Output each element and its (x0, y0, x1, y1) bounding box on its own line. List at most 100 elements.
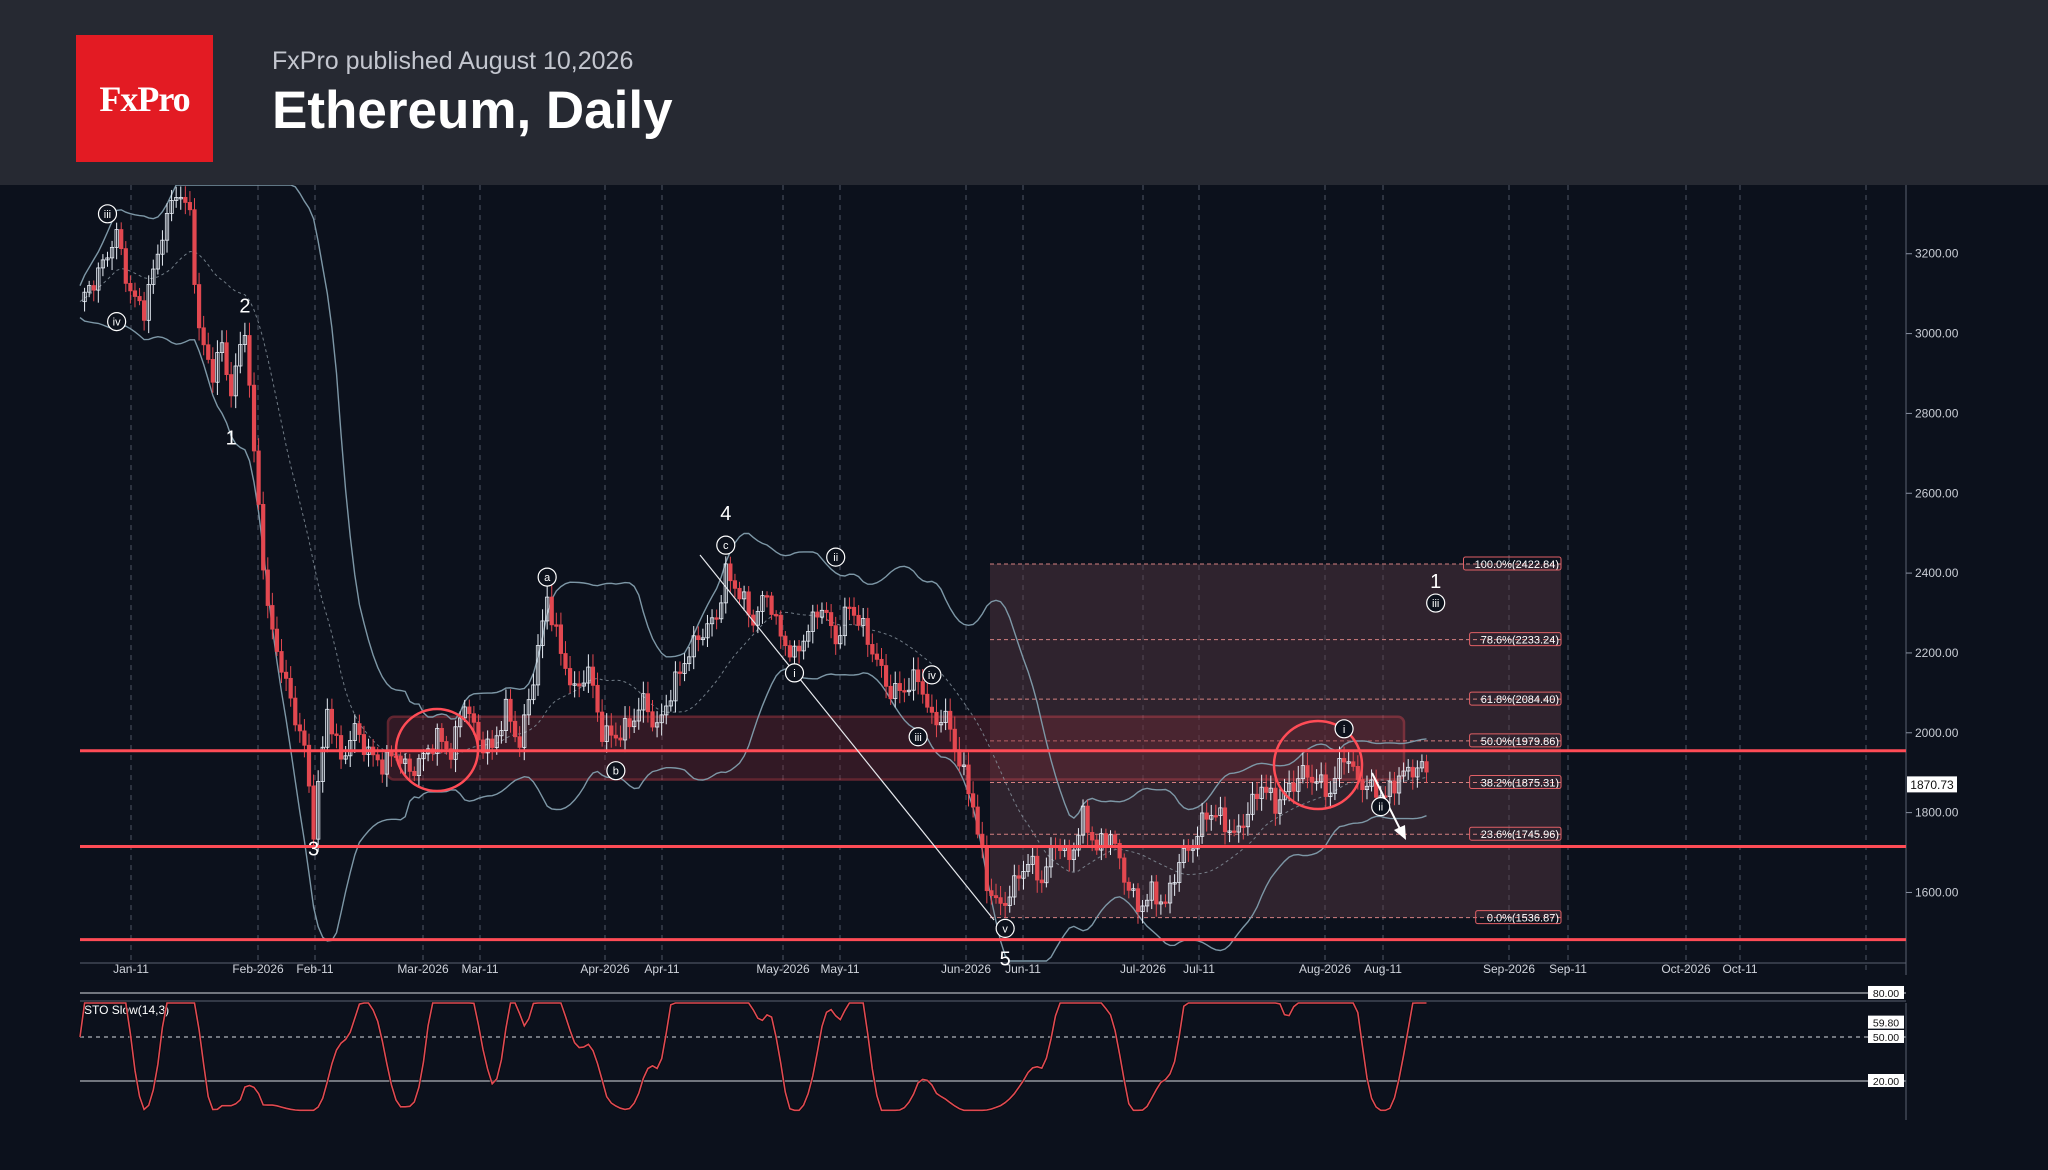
fibonacci-label: 38.2%(1875.31) (1481, 778, 1559, 790)
candle-body (1250, 793, 1255, 815)
candle-body (801, 640, 806, 652)
y-tick-label: 2800.00 (1915, 406, 1959, 420)
candle-body (1287, 782, 1292, 793)
candle-body (760, 595, 765, 612)
candle-body (742, 591, 747, 600)
wave-label: iii (104, 209, 111, 221)
candle-body (549, 596, 554, 626)
stochastic-tick-bg (1868, 1074, 1904, 1087)
candle-body (279, 651, 284, 673)
wave-label: 4 (720, 503, 731, 525)
candle-body (732, 580, 738, 589)
candle-body (847, 606, 852, 609)
candle-body (1099, 833, 1104, 851)
candle-body (613, 734, 618, 739)
candle-body (435, 727, 440, 754)
candle-body (467, 706, 472, 715)
candle-body (618, 737, 623, 741)
wave-label-circle (97, 204, 118, 224)
candle-body (641, 693, 646, 711)
x-tick-label: Apr-11 (644, 962, 679, 976)
bollinger-lower (79, 317, 1427, 962)
fibonacci-label: 23.6%(1745.96) (1481, 829, 1559, 841)
candle-body (778, 614, 783, 637)
wave-label-circle (1426, 593, 1446, 613)
wave-label: 3 (308, 839, 319, 861)
candle-body (407, 758, 412, 772)
candle-body (1149, 881, 1154, 901)
candle-body (403, 758, 408, 764)
candle-body (1204, 812, 1209, 820)
candle-body (1085, 805, 1090, 833)
x-tick-label: Aug-2026 (1299, 962, 1351, 976)
candle-body (870, 644, 875, 655)
candle-body (357, 723, 362, 735)
candle-body (600, 711, 605, 742)
candle-body (320, 746, 325, 782)
candle-body (636, 709, 641, 722)
candle-body (288, 677, 293, 699)
candle-body (238, 344, 243, 367)
candle-body (1177, 862, 1182, 883)
candle-body (1273, 787, 1278, 814)
candle-body (971, 793, 976, 808)
candle-body (540, 620, 545, 646)
candle-body (1305, 765, 1310, 778)
fibonacci-label: 100.0%(2422.84) (1475, 559, 1559, 571)
wave-label: iii (914, 732, 921, 744)
candle-body (1300, 765, 1305, 780)
candle-body (453, 726, 458, 760)
candle-body (966, 764, 971, 795)
stochastic-line (79, 1002, 1427, 1112)
price-axis-strip (1906, 185, 1958, 975)
x-tick-label: Jul-2026 (1120, 962, 1166, 976)
wave-trendline (699, 554, 995, 921)
candle-body (1337, 758, 1342, 779)
candle-body (293, 697, 298, 726)
candle-body (1122, 857, 1127, 883)
candle-body (503, 698, 509, 731)
candle-body (1103, 833, 1109, 846)
x-tick-label: Jan-11 (113, 962, 149, 976)
candle-body (82, 291, 87, 303)
highlight-circle (1272, 719, 1364, 811)
candle-body (769, 595, 774, 615)
candle-body (659, 714, 664, 724)
candle-body (361, 734, 367, 755)
candle-body (1218, 807, 1223, 816)
candle-body (709, 617, 715, 625)
wave-label: i (793, 668, 795, 680)
candle-body (632, 720, 637, 728)
candle-body (490, 738, 495, 748)
wave-label: ii (833, 552, 838, 564)
candle-body (128, 282, 133, 292)
candle-body (1351, 761, 1356, 767)
candle-body (577, 683, 582, 687)
candle-body (1296, 778, 1301, 792)
candle-body (893, 683, 898, 700)
x-tick-label: Aug-11 (1364, 962, 1402, 976)
candle-body (526, 699, 531, 716)
x-tick-label: Mar-2026 (397, 962, 449, 976)
candle-body (856, 614, 861, 626)
candle-body (480, 739, 486, 754)
candle-body (1222, 807, 1228, 833)
candle-body (861, 618, 866, 626)
candle-body (1323, 774, 1328, 797)
fibonacci-label-box (1469, 632, 1562, 647)
candle-body (109, 246, 115, 259)
x-tick-label: May-2026 (756, 962, 810, 976)
candle-body (572, 683, 577, 686)
fibonacci-label-box (1469, 775, 1562, 790)
candle-body (787, 645, 793, 658)
candle-body (247, 335, 252, 386)
candle-body (1245, 813, 1250, 828)
published-caption: FxPro published August 10,2026 (272, 47, 634, 75)
candle-body (851, 606, 857, 616)
candle-body (160, 239, 165, 255)
y-tick-label: 3000.00 (1915, 327, 1959, 341)
candle-body (682, 663, 687, 674)
x-tick-label: Feb-2026 (232, 962, 284, 976)
candle-body (1172, 882, 1177, 885)
candle-body (586, 666, 591, 684)
